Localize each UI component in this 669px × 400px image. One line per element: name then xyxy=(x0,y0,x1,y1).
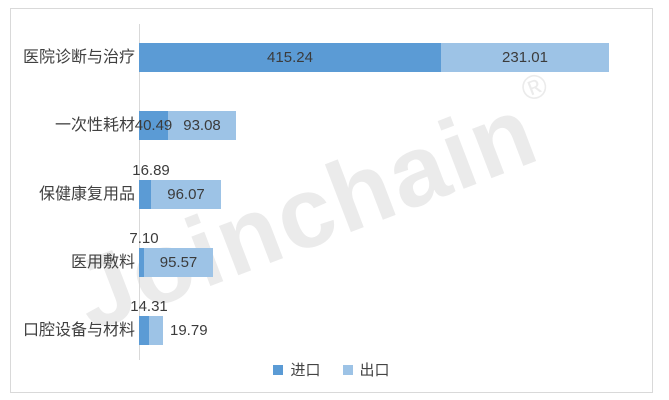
export-value-label: 19.79 xyxy=(170,322,208,339)
legend: 进口 出口 xyxy=(11,359,652,380)
import-bar-segment xyxy=(139,43,441,72)
category-label: 一次性耗材 xyxy=(54,117,135,134)
category-label: 医院诊断与治疗 xyxy=(22,49,135,66)
export-bar-segment xyxy=(149,316,163,345)
import-bar-segment xyxy=(139,111,168,140)
export-value-label: 231.01 xyxy=(502,49,548,66)
export-bar-segment xyxy=(151,180,221,209)
import-value-label: 40.49 xyxy=(134,117,173,134)
export-bar-segment xyxy=(144,248,213,277)
chart-border xyxy=(10,8,653,393)
import-value-label: 14.31 xyxy=(130,298,168,315)
import-value-label: 7.10 xyxy=(129,230,159,247)
export-value-label: 96.07 xyxy=(167,186,205,203)
export-value-label: 93.08 xyxy=(183,117,221,134)
import-bar-segment xyxy=(139,316,149,345)
legend-swatch-icon xyxy=(273,364,284,375)
legend-item-export: 出口 xyxy=(342,359,390,380)
category-label: 医用敷料 xyxy=(70,254,135,271)
export-bar-segment xyxy=(168,111,236,140)
import-value-label: 415.24 xyxy=(267,49,313,66)
legend-item-import: 进口 xyxy=(273,359,321,380)
import-value-label: 16.89 xyxy=(132,162,170,179)
export-bar-segment xyxy=(441,43,609,72)
category-label: 口腔设备与材料 xyxy=(22,322,135,339)
export-value-label: 95.57 xyxy=(159,254,198,271)
legend-swatch-icon xyxy=(342,364,353,375)
import-bar-segment xyxy=(139,248,144,277)
category-label: 保健康复用品 xyxy=(38,186,135,203)
legend-label: 出口 xyxy=(359,362,390,379)
import-bar-segment xyxy=(139,180,151,209)
legend-label: 进口 xyxy=(290,362,321,379)
